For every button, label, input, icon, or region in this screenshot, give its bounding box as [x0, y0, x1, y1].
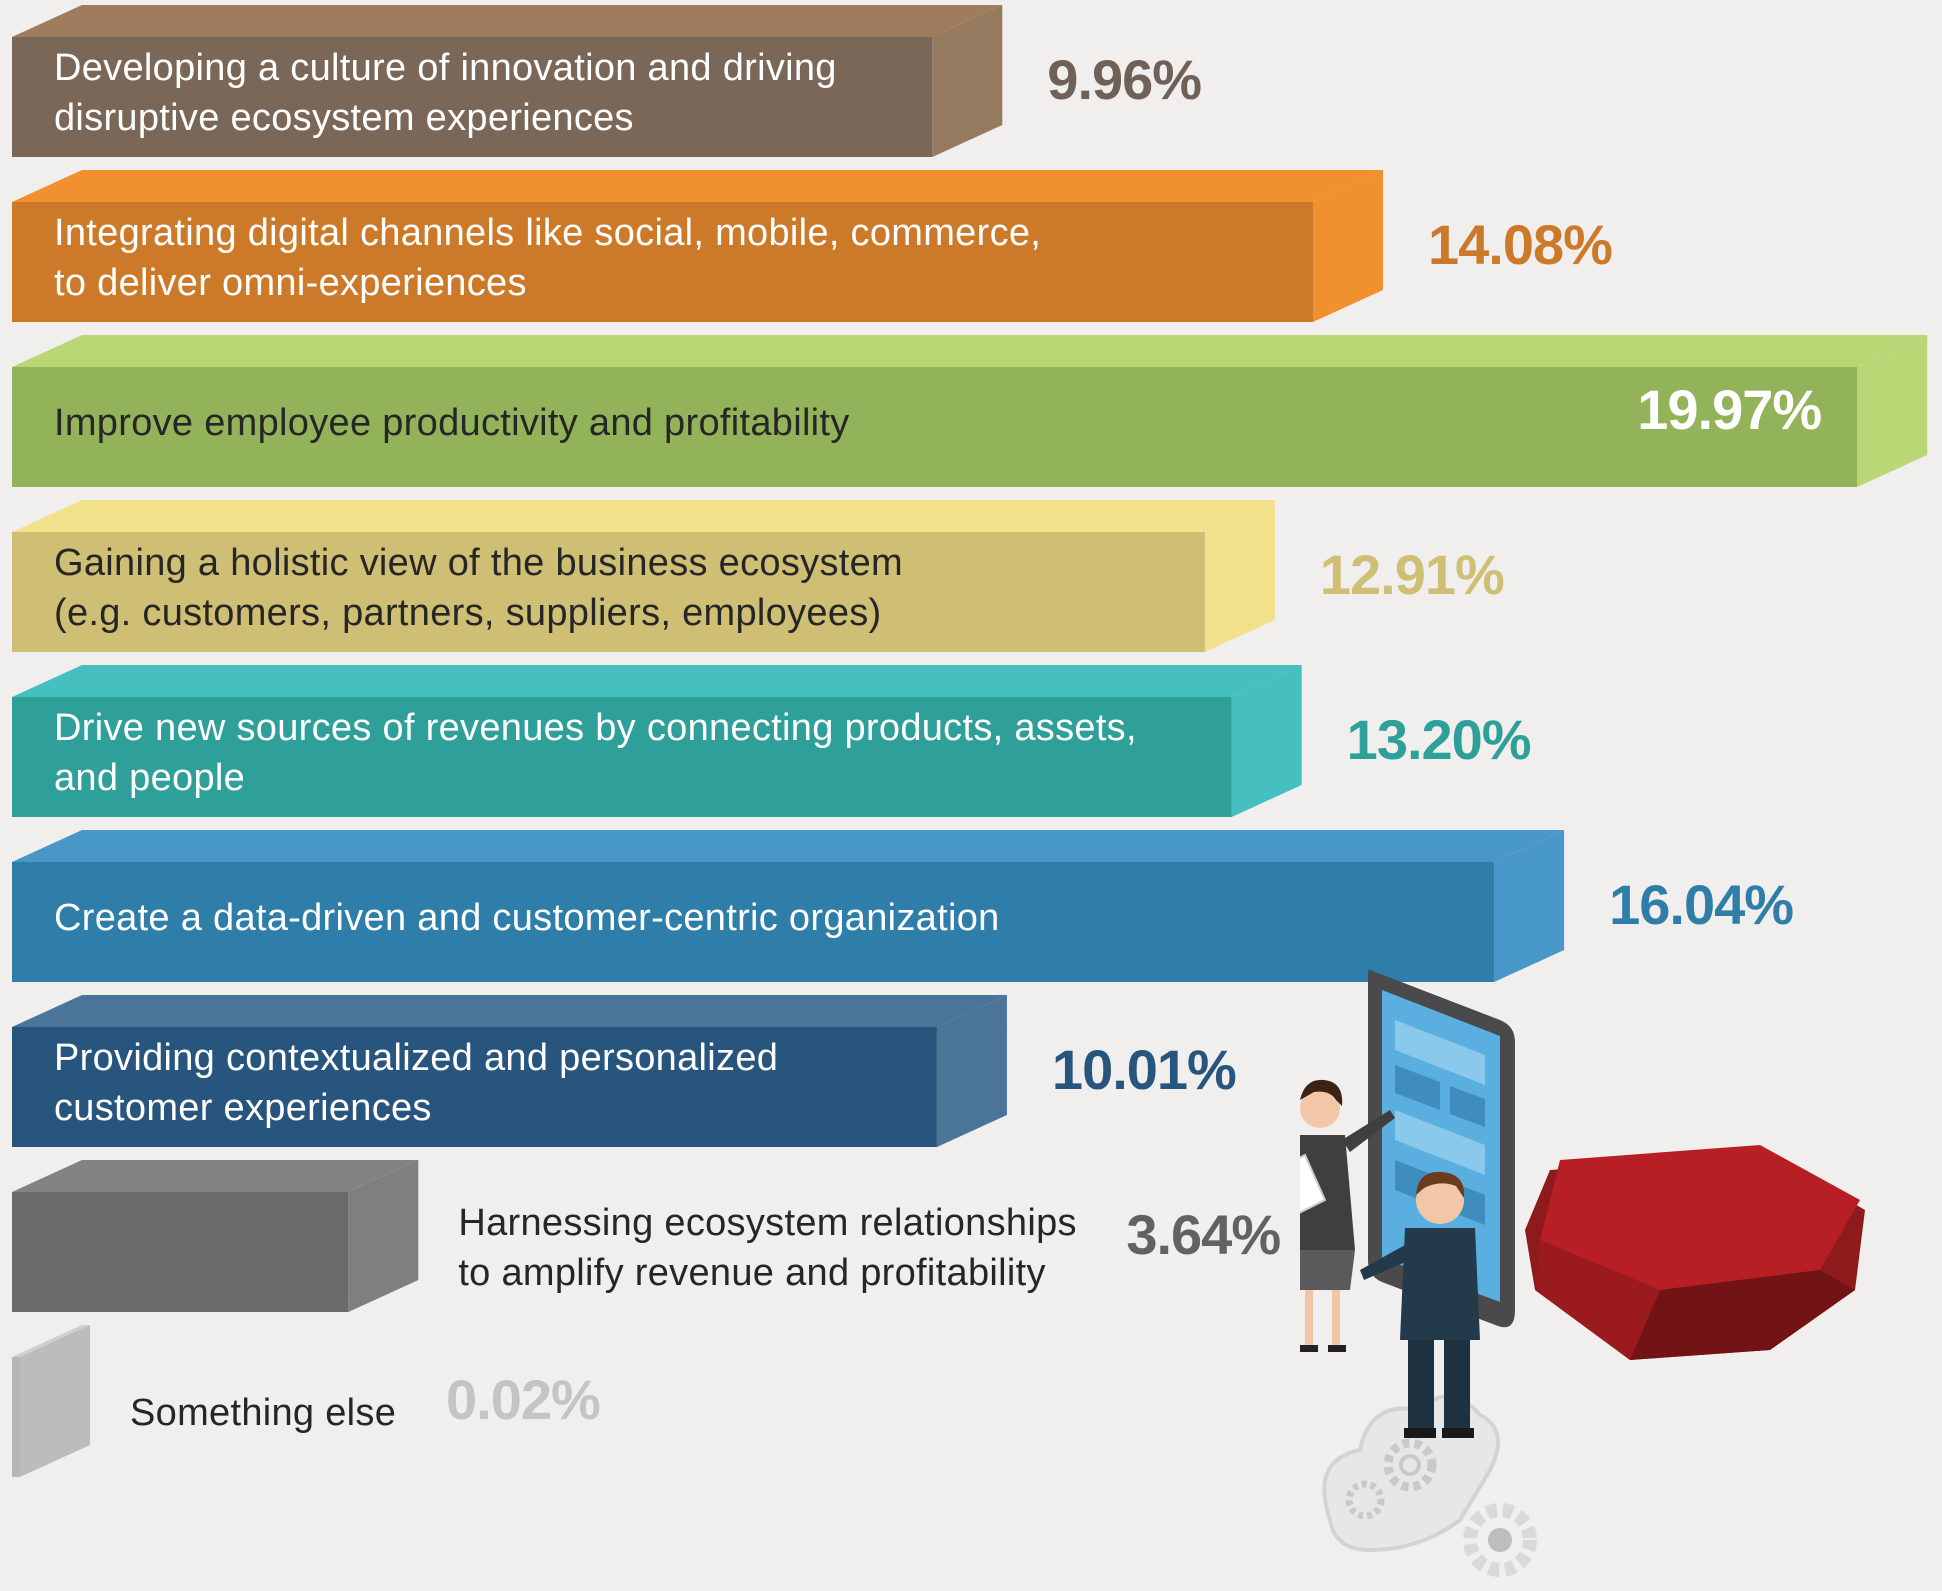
bar-category-label: Drive new sources of revenues by connect…	[54, 707, 1137, 799]
bar-top	[12, 995, 1007, 1027]
bar-category-label: Something else	[130, 1392, 397, 1434]
bar-value-label: 12.91%	[1319, 543, 1505, 606]
bar-value-label: 16.04%	[1609, 873, 1794, 936]
bar	[12, 202, 1313, 322]
bar-side	[1312, 170, 1383, 322]
bar	[12, 1192, 349, 1312]
bar-top	[12, 1325, 90, 1357]
bar-category-label: Gaining a holistic view of the business …	[54, 542, 903, 634]
bar-top	[12, 5, 1003, 37]
bar-side	[1231, 665, 1302, 817]
bar-value-label: 10.01%	[1051, 1038, 1237, 1101]
bar-side	[20, 1325, 90, 1477]
bar-category-label: Providing contextualized and personalize…	[54, 1037, 779, 1129]
businesswoman-icon	[1300, 1079, 1395, 1352]
bar-category-label: Developing a culture of innovation and d…	[54, 47, 837, 139]
bar-side	[1494, 830, 1565, 982]
bar-side	[932, 5, 1003, 157]
bar-side	[1204, 500, 1275, 652]
bar	[12, 862, 1495, 982]
bar-value-label: 19.97%	[1637, 378, 1822, 441]
bar-value-label: 9.96%	[1047, 48, 1202, 111]
businessman-icon	[1360, 1171, 1480, 1438]
bar	[12, 1357, 20, 1477]
business-illustration	[1300, 969, 1865, 1577]
bar-top	[12, 830, 1565, 862]
bar-top	[12, 335, 1928, 367]
bar-top	[12, 500, 1275, 532]
bar-category-label: Improve employee productivity and profit…	[54, 402, 850, 444]
bar-category-label: Create a data-driven and customer-centri…	[54, 897, 1000, 939]
bar	[12, 1027, 937, 1147]
bar-side	[348, 1160, 419, 1312]
bar-value-label: 0.02%	[446, 1368, 601, 1431]
bar-side	[1857, 335, 1928, 487]
bar-category-label: Harnessing ecosystem relationships to am…	[458, 1202, 1077, 1294]
bar-top	[12, 665, 1302, 697]
bar	[12, 37, 933, 157]
bar-category-label: Integrating digital channels like social…	[54, 212, 1042, 304]
bar	[12, 367, 1858, 487]
bar-side	[936, 995, 1007, 1147]
bar-value-label: 13.20%	[1346, 708, 1532, 771]
bar-value-label: 14.08%	[1427, 213, 1613, 276]
pedestal-icon	[1525, 1145, 1865, 1360]
gear-icon	[1463, 1503, 1537, 1577]
bar-top	[12, 1160, 419, 1192]
bar-value-label: 3.64%	[1126, 1203, 1281, 1266]
bar	[12, 532, 1205, 652]
bar-top	[12, 170, 1383, 202]
bar	[12, 697, 1232, 817]
